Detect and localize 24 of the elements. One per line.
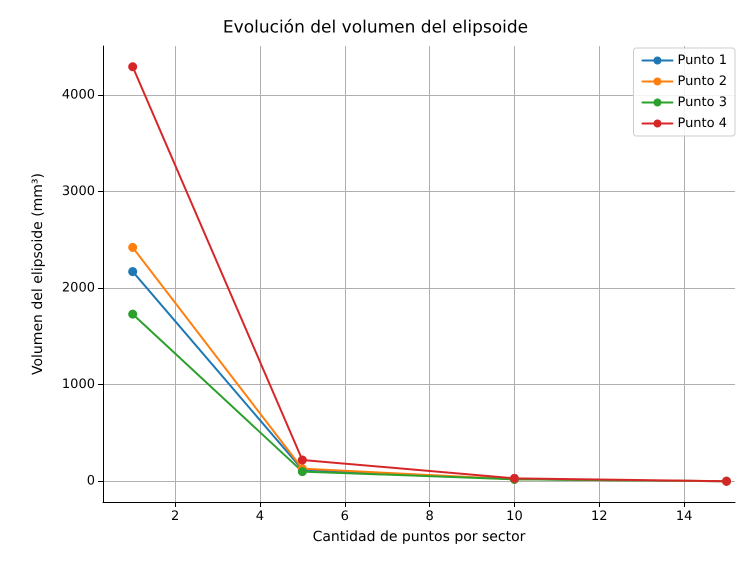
x-tick-label: 8 xyxy=(425,509,434,524)
x-tick-label: 14 xyxy=(676,509,692,524)
y-tick-label: 2000 xyxy=(62,280,95,296)
legend-label: Punto 4 xyxy=(677,116,728,131)
x-tick-label: 4 xyxy=(256,509,264,524)
point xyxy=(128,62,138,72)
x-tick-label: 10 xyxy=(506,509,523,524)
y-tick-label: 1000 xyxy=(62,377,95,392)
point xyxy=(298,455,307,464)
legend-label: Punto 1 xyxy=(677,53,728,68)
legend-label: Punto 2 xyxy=(677,74,728,89)
y-tick-label: 3000 xyxy=(62,184,95,199)
x-tick-label: 12 xyxy=(590,509,608,524)
legend-label: Punto 3 xyxy=(677,95,728,110)
chart-title: Evolución del volumen del elipsoide xyxy=(222,18,528,38)
x-tick-label: 6 xyxy=(340,509,349,524)
y-tick-label: 4000 xyxy=(62,87,95,102)
point xyxy=(128,242,138,252)
x-tick-label: 2 xyxy=(170,509,180,524)
y-tick-label: 0 xyxy=(86,474,95,489)
x-axis-title: Cantidad de puntos por sector xyxy=(312,529,526,545)
point xyxy=(128,267,138,276)
y-axis-title: Volumen del elipsoide (mm³) xyxy=(30,172,46,376)
point xyxy=(128,310,138,319)
